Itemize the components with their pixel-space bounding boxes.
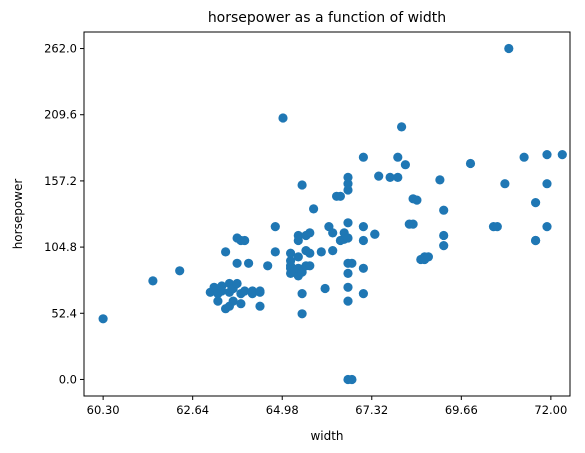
data-point	[297, 309, 307, 319]
data-point	[343, 179, 353, 189]
data-point	[236, 299, 246, 309]
data-point	[397, 122, 407, 132]
data-point	[305, 228, 315, 238]
data-point	[228, 296, 238, 306]
data-point	[213, 296, 223, 306]
data-point	[500, 179, 510, 189]
data-point	[175, 266, 185, 276]
data-point	[255, 301, 265, 311]
data-point	[320, 283, 330, 294]
data-point	[531, 235, 541, 246]
data-point	[557, 150, 567, 160]
data-point	[492, 222, 502, 232]
y-axis-label: horsepower	[11, 179, 25, 250]
data-point	[270, 222, 280, 232]
data-point	[240, 286, 250, 296]
data-point	[465, 158, 476, 169]
data-point	[293, 230, 303, 241]
y-tick-label: 157.2	[44, 174, 77, 188]
data-point	[408, 219, 418, 229]
x-tick-label: 60.30	[87, 403, 120, 417]
data-point	[297, 289, 307, 299]
data-point	[293, 252, 303, 262]
y-axis: 0.0 52.4 104.8 157.2 209.6 262.0	[44, 42, 84, 386]
x-axis-label: width	[310, 429, 343, 443]
data-point	[297, 180, 307, 190]
data-point	[370, 229, 380, 239]
data-point	[232, 278, 242, 289]
data-point	[343, 268, 353, 278]
data-point	[435, 175, 445, 185]
data-point	[244, 258, 254, 268]
x-tick-label: 67.32	[355, 403, 388, 417]
data-point	[347, 374, 357, 385]
data-point	[358, 263, 368, 273]
data-point	[347, 258, 357, 268]
data-point	[98, 314, 108, 324]
data-point	[217, 281, 227, 291]
data-point	[305, 261, 315, 271]
chart-title: horsepower as a function of width	[208, 10, 446, 26]
data-point	[393, 172, 403, 182]
data-point	[343, 296, 353, 306]
data-point	[255, 286, 265, 296]
data-point	[358, 222, 368, 232]
data-point	[343, 172, 353, 182]
data-point	[519, 152, 529, 162]
data-point	[328, 246, 338, 256]
data-point	[221, 247, 231, 257]
data-point	[286, 256, 296, 266]
data-point	[385, 172, 395, 182]
data-point	[542, 179, 552, 189]
data-point	[148, 276, 158, 286]
data-point	[270, 247, 280, 257]
data-point	[247, 286, 257, 296]
data-point	[240, 235, 250, 246]
data-point	[316, 247, 326, 257]
x-tick-label: 62.64	[176, 403, 209, 417]
data-point	[374, 171, 384, 181]
data-point	[400, 160, 410, 170]
data-point	[439, 230, 449, 241]
data-point	[358, 152, 368, 162]
data-point	[286, 248, 296, 258]
data-point	[393, 152, 403, 162]
data-point	[412, 195, 422, 205]
data-point	[542, 222, 552, 232]
data-point	[542, 150, 552, 160]
data-point	[278, 113, 288, 123]
data-point	[531, 198, 541, 208]
data-point	[358, 289, 368, 299]
y-tick-label: 0.0	[59, 372, 77, 386]
y-tick-label: 52.4	[51, 306, 77, 320]
data-point	[335, 191, 345, 201]
y-tick-label: 104.8	[44, 240, 77, 254]
points-layer	[98, 43, 567, 385]
y-tick-label: 209.6	[44, 108, 77, 122]
data-point	[305, 248, 315, 258]
x-tick-label: 69.66	[445, 403, 478, 417]
data-point	[343, 282, 353, 292]
data-point	[232, 258, 242, 268]
data-point	[358, 235, 368, 246]
data-point	[343, 233, 353, 243]
data-point	[504, 43, 514, 54]
data-point	[343, 218, 353, 228]
x-tick-label: 64.98	[266, 403, 299, 417]
data-point	[439, 241, 449, 251]
data-point	[309, 204, 319, 214]
data-point	[328, 228, 338, 238]
data-point	[423, 252, 433, 262]
data-point	[343, 185, 353, 195]
x-tick-label: 72.00	[534, 403, 567, 417]
data-point	[439, 205, 449, 215]
x-axis: 60.30 62.64 64.98 67.32 69.66 72.00	[87, 396, 567, 417]
plot-frame	[83, 31, 571, 397]
y-tick-label: 262.0	[44, 42, 77, 56]
data-point	[263, 261, 273, 271]
